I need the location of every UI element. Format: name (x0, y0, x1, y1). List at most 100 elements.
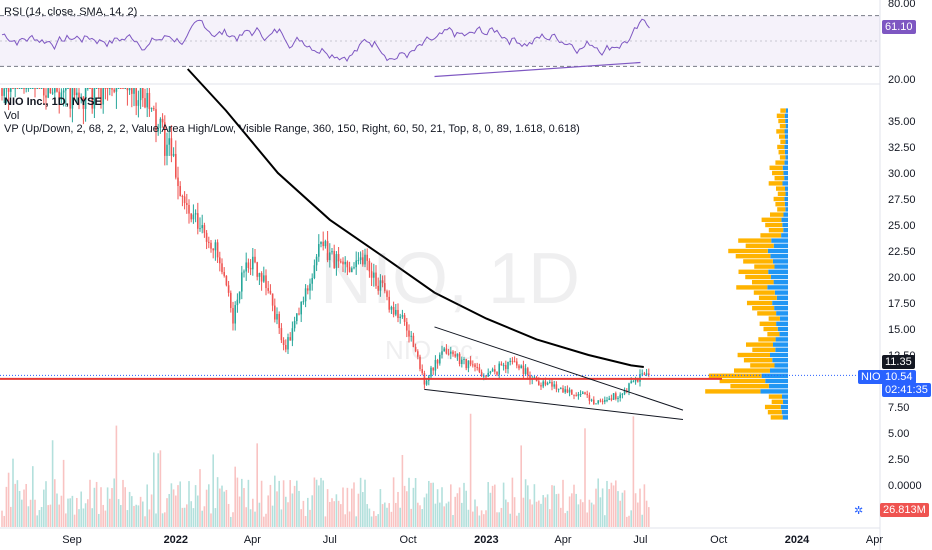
volume-bar (106, 487, 109, 527)
candle-body (1, 88, 3, 96)
candle-body (359, 257, 362, 261)
candle-body (291, 328, 294, 341)
candle-body (190, 213, 192, 220)
vp-down-bar (752, 306, 775, 311)
vp-down-bar (769, 165, 783, 170)
volume-bar (480, 510, 483, 527)
candle-body (555, 384, 558, 390)
candle-body (177, 177, 179, 187)
candle-body (397, 309, 399, 318)
vp-up-bar (782, 415, 788, 420)
vp-up-bar (782, 222, 788, 228)
volume-bar (648, 507, 650, 527)
volume-bar (62, 459, 65, 527)
vp-down-bar (761, 217, 782, 222)
vp-down-bar (757, 311, 777, 316)
volume-bar (150, 494, 153, 527)
candle-body (166, 144, 168, 156)
candle-body (27, 88, 30, 89)
candle-body (505, 365, 507, 370)
candle-body (507, 361, 509, 370)
volume-bar (5, 486, 8, 527)
candle-body (71, 88, 74, 109)
candle-body (260, 273, 263, 282)
candle-body (485, 375, 487, 377)
rsi-legend[interactable]: RSI (14, close, SMA, 14, 2) (4, 6, 138, 18)
volume-bar (168, 494, 170, 527)
vp-up-bar (776, 321, 788, 326)
volume-bar (104, 510, 107, 527)
candle-body (320, 241, 322, 245)
volume-bar (392, 477, 395, 527)
candle-body (315, 256, 318, 266)
candle-body (390, 306, 393, 310)
vp-down-bar (758, 295, 777, 300)
volume-bar (410, 508, 412, 527)
price-tick-label: 27.50 (888, 194, 916, 206)
volume-bar (447, 501, 450, 527)
candle-body (329, 252, 331, 261)
candle-body (12, 88, 14, 89)
volume-bar (348, 511, 351, 527)
candle-body (106, 88, 109, 89)
volume-bar (214, 508, 217, 527)
candle-body (300, 301, 302, 315)
candle-body (201, 225, 203, 229)
candle-body (10, 88, 12, 92)
vp-down-bar (728, 248, 768, 254)
volume-bar (199, 469, 201, 527)
volume-bar (69, 498, 71, 527)
candle-body (450, 351, 452, 354)
volume-bar (584, 428, 586, 527)
settings-icon[interactable]: ✲ (854, 505, 864, 517)
volume-bar (111, 488, 113, 527)
candle-body (465, 358, 467, 369)
candle-body (456, 353, 459, 357)
candle-body (454, 354, 456, 357)
candle-body (377, 285, 379, 291)
vp-down-bar (776, 186, 785, 191)
vp-down-bar (736, 285, 768, 290)
volume-bar (254, 511, 256, 527)
candle-body (51, 92, 54, 94)
candle-body (641, 373, 643, 375)
candle-body (29, 88, 32, 89)
volume-bar (377, 514, 379, 527)
volume-bar (139, 496, 142, 527)
volume-bar (381, 504, 384, 527)
volume-bar (76, 497, 78, 527)
volume-bar (368, 508, 371, 527)
volume-bar (593, 504, 595, 527)
candle-body (252, 256, 254, 270)
overlay-lines (0, 68, 880, 420)
candle-body (40, 88, 43, 89)
vp-down-bar (763, 326, 778, 332)
candle-body (401, 315, 404, 317)
candle-body (375, 272, 377, 286)
vp-legend[interactable]: VP (Up/Down, 2, 68, 2, 2, Value Area Hig… (4, 123, 580, 135)
candle-body (571, 389, 573, 395)
volume-bar (126, 510, 129, 527)
candle-body (186, 203, 188, 205)
vp-up-bar (772, 300, 788, 306)
candle-body (89, 88, 91, 89)
candle-body (179, 186, 181, 196)
volume-bar (551, 485, 553, 527)
symbol-title[interactable]: NIO Inc., 1D, NYSE (4, 96, 102, 109)
volume-bar (353, 482, 355, 527)
volume-bar (478, 515, 481, 527)
volume-legend[interactable]: Vol (4, 110, 20, 122)
candle-body (432, 367, 434, 371)
vp-up-bar (781, 233, 788, 238)
price-tick-label: 7.50 (888, 402, 909, 414)
volume-bar (234, 466, 236, 527)
volume-bar (397, 491, 399, 527)
vp-down-bar (780, 139, 786, 144)
volume-bar (60, 495, 63, 527)
volume-bar (87, 499, 89, 527)
volume-bar (577, 504, 580, 527)
candle-body (430, 367, 432, 377)
volume-bar (560, 507, 562, 527)
candle-body (573, 394, 575, 396)
symbol-price-tag: NIO (858, 370, 884, 384)
